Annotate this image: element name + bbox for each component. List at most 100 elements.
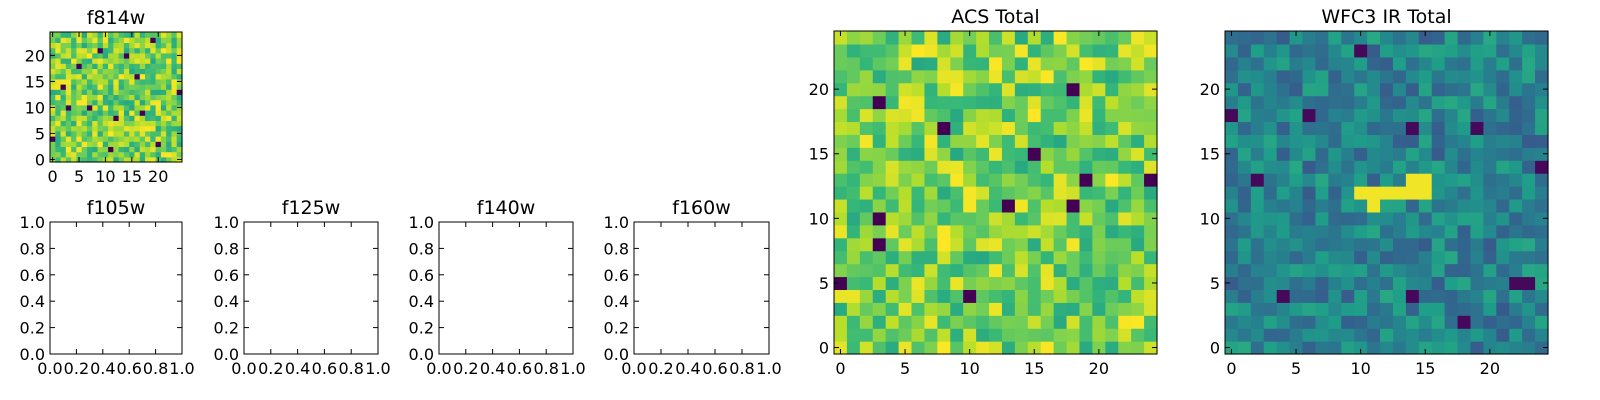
heatmap-cell xyxy=(108,52,114,59)
heatmap-cell xyxy=(1014,263,1029,278)
heatmap-cell xyxy=(50,110,56,116)
heatmap-cell xyxy=(1392,328,1407,342)
y-tick-label: 0.6 xyxy=(214,266,239,285)
heatmap-cell xyxy=(1483,315,1497,329)
heatmap-cell xyxy=(1040,198,1055,213)
heatmap-cell xyxy=(1225,108,1239,123)
heatmap-cell xyxy=(97,37,104,43)
heatmap-cell xyxy=(1483,121,1497,135)
heatmap-cell xyxy=(129,104,136,111)
heatmap-cell xyxy=(1315,224,1329,239)
heatmap-cell xyxy=(1354,82,1368,97)
x-tick-label: 0.4 xyxy=(90,359,115,378)
heatmap-cell xyxy=(872,186,887,200)
heatmap-cell xyxy=(1105,134,1119,148)
heatmap-cell xyxy=(1118,186,1132,200)
heatmap-cell xyxy=(166,84,173,90)
heatmap-cell xyxy=(872,69,887,84)
heatmap-cell xyxy=(1289,341,1304,355)
x-tick-label: 1.0 xyxy=(365,359,390,378)
x-tick-label: 0.2 xyxy=(453,359,478,378)
heatmap-cell xyxy=(1276,134,1291,148)
heatmap-cell xyxy=(1315,56,1329,71)
heatmap-cell xyxy=(1237,237,1252,252)
heatmap-cell xyxy=(1276,237,1291,252)
heatmap-cell xyxy=(1014,95,1029,110)
heatmap-cell xyxy=(145,37,151,43)
heatmap-cell xyxy=(885,95,900,110)
heatmap-cell xyxy=(1118,328,1132,342)
heatmap-cell xyxy=(145,104,151,111)
heatmap-cell xyxy=(1040,302,1055,316)
heatmap-cell xyxy=(976,147,990,161)
heatmap-cell xyxy=(55,99,62,106)
heatmap-cell xyxy=(1431,250,1446,265)
heatmap-cell xyxy=(1522,224,1536,239)
heatmap-cell xyxy=(1405,263,1420,278)
heatmap-cell xyxy=(92,42,99,49)
heatmap-cell xyxy=(1418,341,1433,355)
heatmap-cell xyxy=(1367,43,1381,58)
heatmap-cell xyxy=(1053,263,1068,278)
heatmap-cell xyxy=(1105,82,1119,97)
heatmap-cell xyxy=(1457,198,1472,213)
heatmap-cell xyxy=(1431,186,1446,200)
heatmap-cell xyxy=(1014,250,1029,265)
y-tick-label: 1.0 xyxy=(604,213,629,232)
heatmap-cell xyxy=(81,37,88,43)
heatmap-cell xyxy=(1053,108,1068,123)
heatmap-cell xyxy=(859,95,874,110)
heatmap-cell xyxy=(989,211,1003,226)
heatmap-cell xyxy=(1380,276,1394,290)
heatmap-cell xyxy=(1341,69,1355,84)
heatmap-cell xyxy=(176,84,183,90)
heatmap-cell xyxy=(1444,160,1459,174)
heatmap-cell xyxy=(50,125,56,132)
heatmap-cell xyxy=(898,160,913,174)
heatmap-cell xyxy=(1001,224,1016,239)
heatmap-cell xyxy=(1315,211,1329,226)
heatmap-cell xyxy=(976,237,990,252)
x-tick-label: 0.8 xyxy=(338,359,363,378)
heatmap-cell xyxy=(1444,250,1459,265)
heatmap-cell xyxy=(160,68,167,75)
heatmap-cell xyxy=(1237,250,1252,265)
heatmap-cell xyxy=(160,63,167,69)
heatmap-cell xyxy=(1470,224,1484,239)
heatmap-cell xyxy=(1079,211,1093,226)
heatmap-cell xyxy=(1289,224,1304,239)
heatmap-cell xyxy=(1418,31,1433,45)
heatmap-cell xyxy=(1092,328,1106,342)
heatmap-cell xyxy=(65,47,72,54)
heatmap-cell xyxy=(81,115,88,121)
heatmap-cell xyxy=(1027,237,1042,252)
heatmap-cell xyxy=(1457,121,1472,135)
heatmap-cell xyxy=(1053,211,1068,226)
heatmap-cell xyxy=(134,42,141,49)
heatmap-cell xyxy=(1118,43,1132,58)
heatmap-cell xyxy=(171,42,178,49)
heatmap-cell xyxy=(1237,173,1252,187)
heatmap-cell xyxy=(1263,289,1278,303)
heatmap-cell xyxy=(1392,121,1407,135)
heatmap-cell xyxy=(846,263,861,278)
heatmap-cell xyxy=(50,84,56,90)
heatmap-cell xyxy=(65,58,72,64)
heatmap-cell xyxy=(1483,276,1497,290)
heatmap-cell xyxy=(1001,302,1016,316)
heatmap-cell xyxy=(1392,82,1407,97)
heatmap-cell xyxy=(1237,211,1252,226)
axes-frame xyxy=(49,31,183,163)
heatmap-cell xyxy=(139,32,146,38)
heatmap-cell xyxy=(86,115,93,121)
heatmap-cell xyxy=(171,37,178,43)
heatmap-cell xyxy=(1237,108,1252,123)
heatmap-cell xyxy=(1341,108,1355,123)
heatmap-cell xyxy=(1341,263,1355,278)
heatmap-cell xyxy=(1014,82,1029,97)
heatmap-cell xyxy=(1457,31,1472,45)
heatmap-cell xyxy=(1522,341,1536,355)
heatmap-cell xyxy=(872,134,887,148)
heatmap-cell xyxy=(1276,263,1291,278)
heatmap-cell xyxy=(1289,328,1304,342)
